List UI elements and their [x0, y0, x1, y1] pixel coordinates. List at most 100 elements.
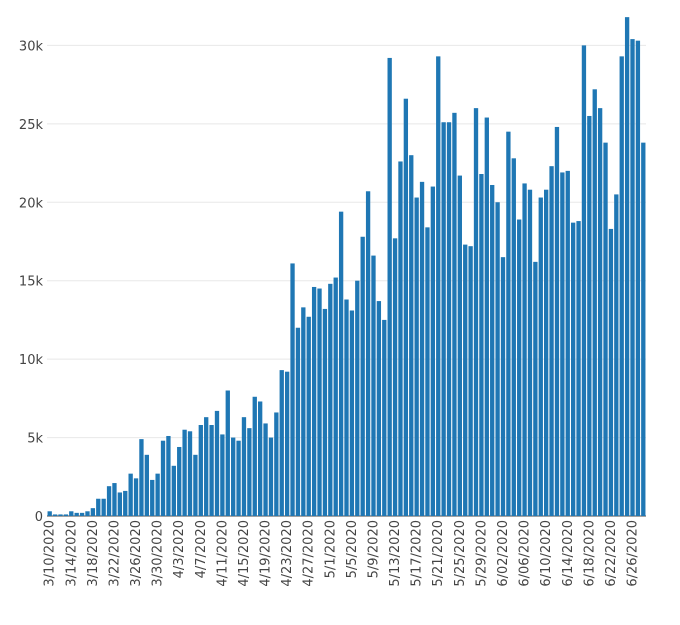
bar[interactable]: [274, 412, 279, 516]
bar[interactable]: [193, 454, 198, 516]
bar[interactable]: [117, 492, 123, 516]
bar[interactable]: [365, 191, 371, 516]
bar[interactable]: [263, 423, 268, 516]
bar[interactable]: [171, 465, 176, 516]
bar[interactable]: [144, 454, 149, 516]
bar[interactable]: [344, 299, 349, 516]
bar[interactable]: [333, 277, 338, 516]
bar[interactable]: [214, 410, 220, 516]
bar[interactable]: [204, 417, 209, 516]
bar[interactable]: [349, 310, 355, 516]
bar[interactable]: [479, 174, 484, 516]
bar[interactable]: [441, 122, 446, 517]
bar[interactable]: [338, 211, 344, 516]
bar[interactable]: [619, 56, 624, 517]
bar[interactable]: [106, 486, 112, 516]
bar[interactable]: [446, 122, 452, 517]
bar[interactable]: [495, 202, 500, 516]
bar[interactable]: [123, 490, 128, 516]
bar[interactable]: [90, 508, 96, 516]
bar[interactable]: [295, 327, 301, 516]
bar[interactable]: [236, 440, 241, 516]
bar[interactable]: [414, 197, 419, 517]
bar[interactable]: [301, 307, 306, 516]
bar[interactable]: [79, 512, 85, 516]
bar[interactable]: [52, 514, 58, 516]
bar[interactable]: [608, 228, 614, 517]
bar[interactable]: [506, 131, 511, 516]
bar[interactable]: [635, 40, 641, 517]
bar[interactable]: [630, 39, 635, 516]
bar[interactable]: [511, 158, 516, 516]
bar[interactable]: [382, 319, 387, 516]
bar[interactable]: [452, 112, 457, 516]
bar[interactable]: [490, 184, 495, 517]
bar[interactable]: [328, 283, 333, 516]
bar[interactable]: [133, 478, 139, 516]
bar[interactable]: [58, 514, 63, 516]
bar[interactable]: [360, 236, 365, 516]
bar[interactable]: [484, 117, 489, 516]
bar[interactable]: [522, 183, 527, 516]
bar[interactable]: [252, 396, 257, 516]
bar[interactable]: [457, 175, 462, 516]
bar[interactable]: [177, 446, 182, 516]
bar[interactable]: [268, 437, 274, 516]
bar[interactable]: [247, 428, 252, 516]
bar[interactable]: [220, 434, 225, 516]
bar[interactable]: [85, 511, 90, 516]
bar[interactable]: [592, 89, 597, 517]
bar[interactable]: [376, 301, 382, 516]
bar[interactable]: [258, 401, 263, 516]
bar[interactable]: [209, 425, 214, 516]
bar[interactable]: [371, 255, 376, 516]
bar[interactable]: [500, 257, 506, 516]
bar[interactable]: [198, 425, 203, 516]
bar[interactable]: [624, 17, 630, 516]
bar[interactable]: [69, 511, 74, 516]
bar[interactable]: [560, 172, 565, 516]
bar[interactable]: [517, 219, 522, 516]
bar[interactable]: [355, 280, 360, 516]
bar[interactable]: [241, 417, 247, 516]
bar[interactable]: [182, 429, 187, 516]
bar[interactable]: [128, 473, 133, 516]
bar[interactable]: [473, 108, 479, 517]
bar[interactable]: [419, 181, 425, 517]
bar[interactable]: [387, 57, 392, 517]
bar[interactable]: [166, 435, 171, 516]
bar[interactable]: [225, 390, 230, 517]
bar[interactable]: [614, 194, 619, 516]
bar[interactable]: [322, 308, 328, 516]
bar[interactable]: [463, 244, 468, 517]
bar[interactable]: [284, 371, 290, 516]
bar[interactable]: [47, 511, 52, 516]
bar[interactable]: [554, 126, 560, 516]
bar[interactable]: [160, 440, 166, 516]
bar[interactable]: [641, 142, 646, 516]
bar[interactable]: [231, 437, 236, 516]
bar[interactable]: [576, 221, 581, 516]
bar[interactable]: [544, 189, 549, 516]
bar[interactable]: [527, 189, 533, 516]
bar[interactable]: [597, 108, 603, 517]
bar[interactable]: [570, 222, 576, 516]
bar[interactable]: [306, 316, 311, 516]
bar[interactable]: [581, 45, 587, 517]
bar[interactable]: [150, 479, 155, 516]
bar[interactable]: [587, 115, 592, 516]
bar[interactable]: [533, 261, 538, 516]
bar[interactable]: [290, 263, 295, 516]
bar[interactable]: [425, 227, 430, 516]
bar[interactable]: [96, 498, 101, 516]
bar[interactable]: [436, 56, 441, 517]
bar[interactable]: [317, 288, 322, 516]
bar[interactable]: [549, 166, 554, 517]
bar[interactable]: [187, 431, 193, 516]
bar[interactable]: [74, 512, 79, 516]
bar[interactable]: [403, 98, 409, 517]
bar[interactable]: [565, 170, 570, 517]
bar[interactable]: [538, 197, 543, 517]
bar[interactable]: [430, 186, 435, 516]
bar[interactable]: [101, 498, 106, 516]
